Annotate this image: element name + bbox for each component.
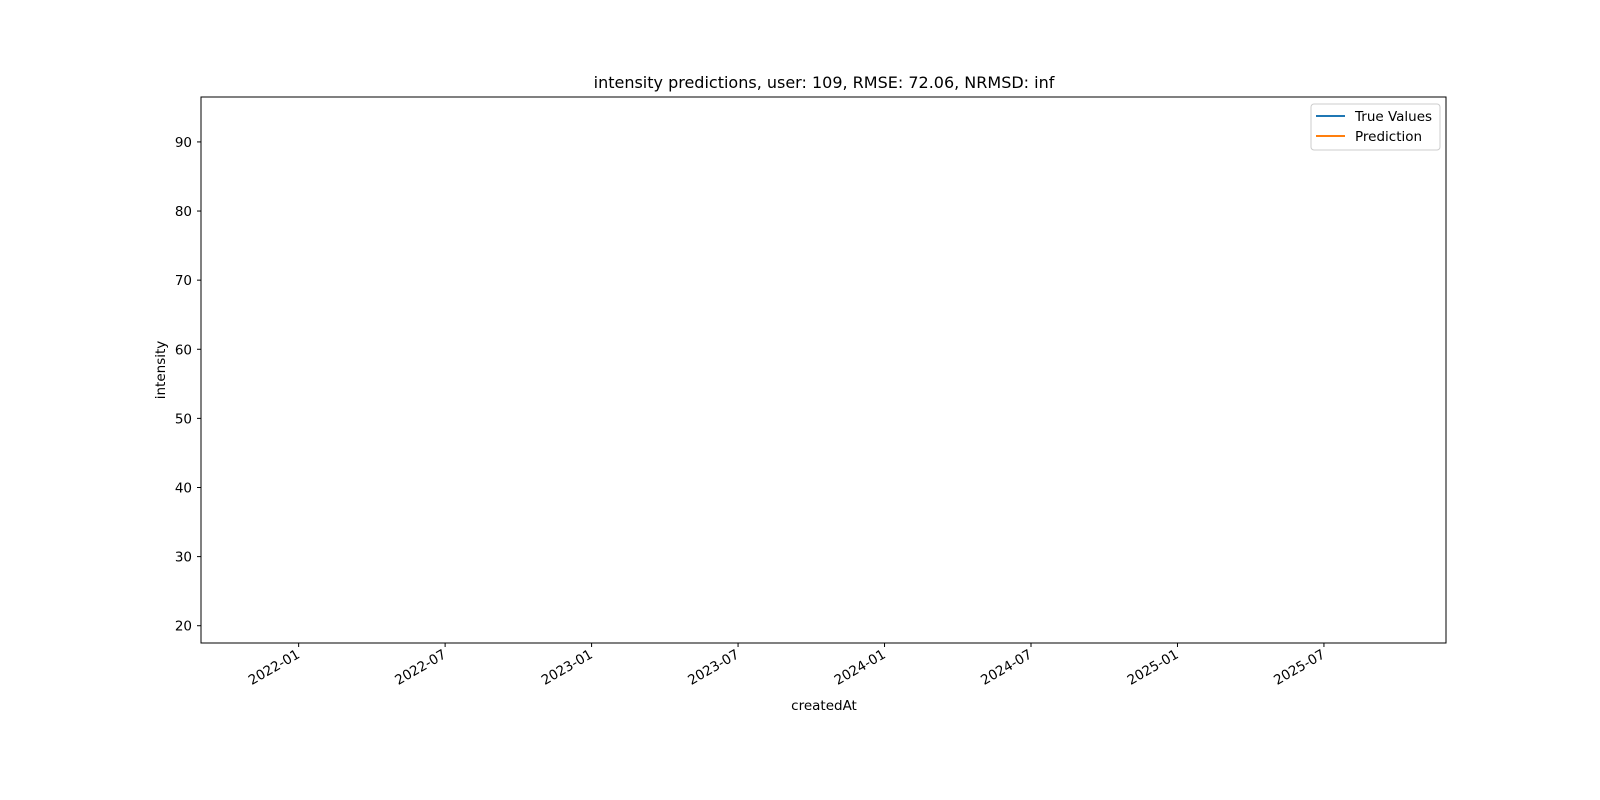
y-tick-label: 20 — [175, 619, 192, 635]
y-tick-label: 70 — [175, 273, 192, 289]
y-tick-label: 60 — [175, 342, 192, 358]
legend-label-prediction: Prediction — [1355, 129, 1422, 145]
chart-title: intensity predictions, user: 109, RMSE: … — [594, 73, 1055, 92]
legend-label-true-values: True Values — [1354, 109, 1432, 125]
y-tick-label: 80 — [175, 204, 192, 220]
y-axis-label: intensity — [153, 341, 169, 400]
y-tick-label: 40 — [175, 480, 192, 496]
x-axis-label: createdAt — [791, 698, 857, 714]
y-tick-label: 50 — [175, 411, 192, 427]
y-tick-label: 30 — [175, 550, 192, 566]
plot-area — [200, 96, 1447, 644]
y-axis-ticks: 20 30 40 50 60 70 80 90 — [175, 135, 201, 635]
legend: True Values Prediction — [1310, 103, 1441, 151]
y-tick-label: 90 — [175, 135, 192, 151]
